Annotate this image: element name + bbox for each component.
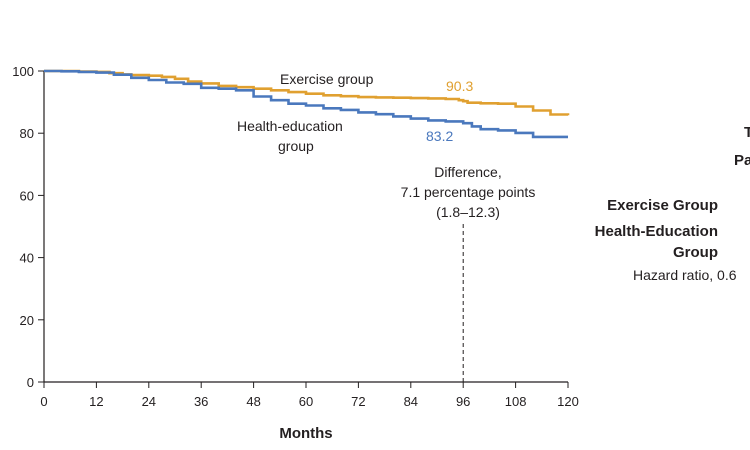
x-tick-label: 12 <box>89 394 103 409</box>
health-education-series-label-line2: group <box>278 138 314 154</box>
x-axis-title: Months <box>279 425 332 442</box>
exercise-series-line <box>44 69 570 116</box>
side-health-education-label-line1: Health-Education <box>595 223 718 240</box>
x-tick-label: 72 <box>351 394 365 409</box>
axes: 0 12 24 36 48 60 72 84 96 108 120 0 20 40 60 80 100 <box>12 64 579 409</box>
x-tick-label: 36 <box>194 394 208 409</box>
x-tick-label: 120 <box>557 394 579 409</box>
x-tick-label: 0 <box>40 394 47 409</box>
difference-label-line2: 7.1 percentage points <box>401 184 536 200</box>
side-hazard-ratio: Hazard ratio, 0.6 <box>633 267 737 283</box>
x-tick-label: 84 <box>404 394 418 409</box>
x-tick-label: 24 <box>142 394 156 409</box>
side-health-education-label-line2: Group <box>673 244 718 261</box>
health-education-series-line <box>44 69 568 139</box>
x-tick-label: 60 <box>299 394 313 409</box>
side-clipped-text-b: Pa <box>734 152 750 169</box>
series-lines <box>44 69 570 139</box>
difference-label-line3: (1.8–12.3) <box>436 204 500 220</box>
side-clipped-text-a: T <box>744 124 750 141</box>
y-tick-label: 60 <box>20 188 34 203</box>
x-tick-label: 48 <box>246 394 260 409</box>
difference-label-line1: Difference, <box>434 164 501 180</box>
x-tick-label: 108 <box>505 394 527 409</box>
side-exercise-group-label: Exercise Group <box>607 197 718 214</box>
y-tick-label: 40 <box>20 251 34 266</box>
y-tick-label: 20 <box>20 313 34 328</box>
exercise-series-label: Exercise group <box>280 71 374 87</box>
health-education-value-label: 83.2 <box>426 128 453 144</box>
health-education-series-label-line1: Health-education <box>237 118 343 134</box>
exercise-value-label: 90.3 <box>446 78 473 94</box>
y-tick-label: 100 <box>12 64 34 79</box>
y-tick-label: 80 <box>20 126 34 141</box>
y-tick-label: 0 <box>27 375 34 390</box>
x-tick-label: 96 <box>456 394 470 409</box>
